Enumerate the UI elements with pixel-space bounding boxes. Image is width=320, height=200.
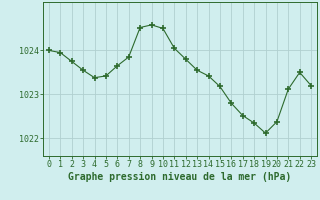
X-axis label: Graphe pression niveau de la mer (hPa): Graphe pression niveau de la mer (hPa): [68, 172, 292, 182]
